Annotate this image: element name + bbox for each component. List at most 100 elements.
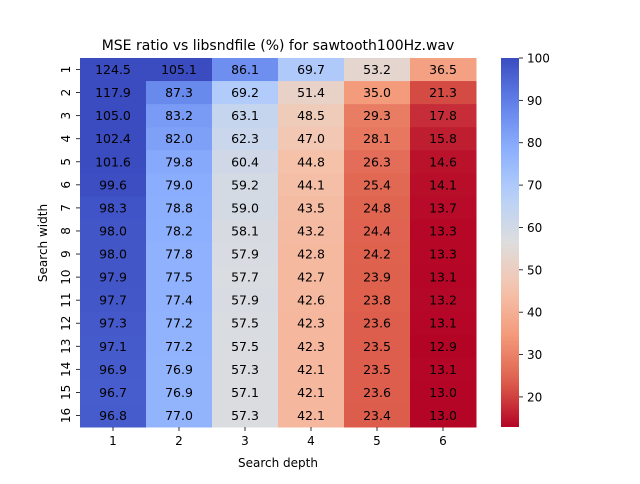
cell-value-label: 23.5 [363, 362, 391, 377]
cell-value-label: 35.0 [363, 85, 391, 100]
cell-value-label: 87.3 [165, 85, 193, 100]
heatmap-cell [278, 265, 345, 290]
cell-value-label: 43.2 [297, 223, 325, 238]
heatmap-cell [146, 334, 213, 359]
heatmap-cell [146, 357, 213, 382]
cell-value-label: 102.4 [95, 131, 131, 146]
heatmap-cell [212, 380, 279, 405]
cell-value-label: 51.4 [297, 85, 325, 100]
heatmap-cell [410, 104, 477, 128]
x-tick-label: 1 [109, 434, 117, 448]
cell-value-label: 13.2 [429, 293, 457, 308]
heatmap-cell [410, 219, 477, 243]
cell-value-label: 69.7 [297, 62, 325, 77]
heatmap-cell [278, 288, 345, 313]
heatmap-cell [80, 196, 147, 220]
heatmap-cell [278, 311, 345, 336]
heatmap-cell [344, 196, 411, 220]
cell-value-label: 124.5 [95, 62, 131, 77]
heatmap-cell [278, 81, 345, 105]
cell-value-label: 96.9 [99, 362, 127, 377]
cell-value-label: 57.7 [231, 270, 259, 285]
heatmap-cell [80, 150, 147, 174]
y-tick-label: 11 [59, 293, 73, 308]
cell-value-label: 59.0 [231, 200, 259, 215]
cell-value-label: 24.8 [363, 200, 391, 215]
heatmap-cell [212, 127, 279, 151]
heatmap-cell [278, 196, 345, 220]
cell-value-label: 77.2 [165, 339, 193, 354]
cell-value-label: 78.2 [165, 223, 193, 238]
cell-value-label: 23.5 [363, 339, 391, 354]
cell-value-label: 42.8 [297, 247, 325, 262]
cell-value-label: 13.1 [429, 270, 457, 285]
heatmap-cell [278, 334, 345, 359]
x-tick-label: 6 [439, 434, 447, 448]
heatmap-cell [278, 127, 345, 151]
colorbar-tick-label: 100 [527, 52, 550, 66]
cell-value-label: 42.3 [297, 339, 325, 354]
heatmap-cell [146, 150, 213, 174]
heatmap-cell [212, 81, 279, 105]
cell-value-label: 23.6 [363, 316, 391, 331]
heatmap-cell [344, 311, 411, 336]
cell-value-label: 21.3 [429, 85, 457, 100]
y-tick-label: 16 [59, 408, 73, 423]
cell-value-label: 97.1 [99, 339, 127, 354]
heatmap-cell [278, 219, 345, 243]
colorbar-tick-label: 50 [527, 263, 542, 277]
cell-value-label: 99.6 [99, 177, 127, 192]
heatmap-cell [212, 265, 279, 290]
cell-value-label: 98.0 [99, 247, 127, 262]
y-tick-label: 10 [59, 269, 73, 284]
heatmap-cell [80, 334, 147, 359]
heatmap-cell [146, 219, 213, 243]
heatmap-cell [344, 403, 411, 428]
colorbar-tick-label: 60 [527, 221, 542, 235]
cell-value-label: 25.4 [363, 177, 391, 192]
heatmap-cell [146, 242, 213, 267]
cell-value-label: 42.3 [297, 316, 325, 331]
cell-value-label: 58.1 [231, 223, 259, 238]
y-axis-label: Search width [36, 204, 50, 282]
heatmap-cell [212, 288, 279, 313]
heatmap-cell [212, 58, 279, 82]
cell-value-label: 98.3 [99, 200, 127, 215]
heatmap-cell [410, 196, 477, 220]
heatmap-cell [80, 242, 147, 267]
heatmap-cell [344, 150, 411, 174]
heatmap-cell [344, 173, 411, 197]
cell-value-label: 24.4 [363, 223, 391, 238]
x-tick-label: 2 [175, 434, 183, 448]
heatmap-cell [410, 265, 477, 290]
heatmap-cell [212, 173, 279, 197]
cell-value-label: 23.8 [363, 293, 391, 308]
cell-value-label: 13.0 [429, 385, 457, 400]
cell-value-label: 42.1 [297, 408, 325, 423]
colorbar-tick-label: 90 [527, 94, 542, 108]
cell-value-label: 29.3 [363, 108, 391, 123]
cell-value-label: 13.3 [429, 247, 457, 262]
cell-value-label: 42.7 [297, 270, 325, 285]
cell-value-label: 79.8 [165, 154, 193, 169]
cell-value-label: 69.2 [231, 85, 259, 100]
heatmap-cell [344, 380, 411, 405]
cell-value-label: 117.9 [95, 85, 131, 100]
heatmap-cell [344, 219, 411, 243]
cell-value-label: 53.2 [363, 62, 391, 77]
heatmap-cell [410, 81, 477, 105]
heatmap-cell [278, 173, 345, 197]
heatmap-cell [212, 104, 279, 128]
cell-value-label: 14.1 [429, 177, 457, 192]
heatmap-cell [410, 403, 477, 428]
y-tick-label: 14 [59, 362, 73, 377]
cell-value-label: 83.2 [165, 108, 193, 123]
colorbar-tick-label: 80 [527, 136, 542, 150]
heatmap-cell [80, 357, 147, 382]
cell-value-label: 101.6 [95, 154, 131, 169]
heatmap-cell [80, 173, 147, 197]
cell-value-label: 15.8 [429, 131, 457, 146]
cell-value-label: 59.2 [231, 177, 259, 192]
